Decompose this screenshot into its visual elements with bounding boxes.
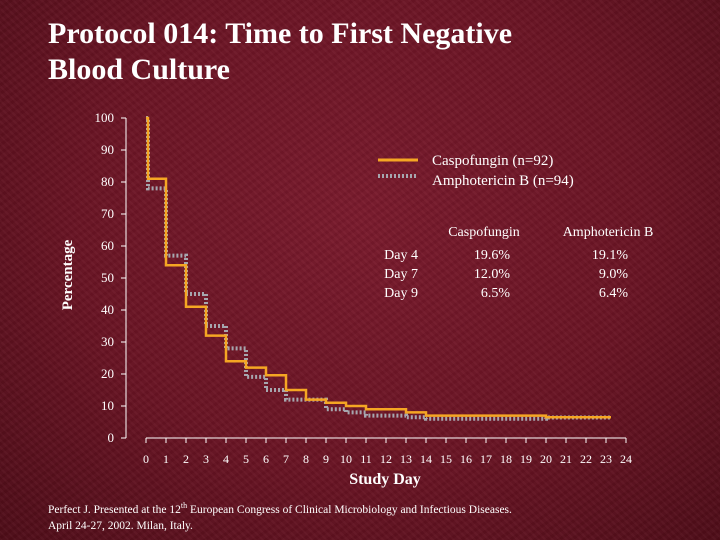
footnote-superscript: th bbox=[180, 501, 188, 510]
table-cell-amphotericin: 6.4% bbox=[599, 286, 629, 301]
x-tick-label: 6 bbox=[263, 452, 269, 466]
footnote-citation: Perfect J. Presented at the 12th Europea… bbox=[48, 498, 688, 534]
y-tick-label: 40 bbox=[101, 302, 114, 317]
x-tick-label: 12 bbox=[380, 452, 392, 466]
x-tick-label: 0 bbox=[143, 452, 149, 466]
legend-label-amphotericin: Amphotericin B (n=94) bbox=[432, 173, 574, 189]
x-tick-label: 15 bbox=[440, 452, 452, 466]
x-tick-label: 10 bbox=[340, 452, 352, 466]
y-tick-label: 70 bbox=[101, 206, 114, 221]
x-tick-label: 14 bbox=[420, 452, 432, 466]
x-tick-label: 11 bbox=[360, 452, 372, 466]
series-line-amphotericin bbox=[146, 116, 611, 421]
x-tick-label: 2 bbox=[183, 452, 189, 466]
legend-label-caspofungin: Caspofungin (n=92) bbox=[432, 153, 553, 169]
table-row-label: Day 7 bbox=[384, 267, 418, 282]
x-axis-ticks: 0 1 2 3 4 5 6 7 8 9 10 11 12 13 14 15 16 17 18 19 20 21 22 23 24 bbox=[143, 438, 632, 466]
y-tick-label: 20 bbox=[101, 366, 114, 381]
table-cell-amphotericin: 19.1% bbox=[592, 248, 629, 263]
x-tick-label: 5 bbox=[243, 452, 249, 466]
table-row-label: Day 9 bbox=[384, 286, 418, 301]
x-tick-label: 24 bbox=[620, 452, 632, 466]
y-tick-label: 10 bbox=[101, 398, 114, 413]
footnote-text-start: Perfect J. Presented at the 12 bbox=[48, 503, 181, 516]
x-tick-label: 1 bbox=[163, 452, 169, 466]
x-tick-label: 4 bbox=[223, 452, 229, 466]
x-tick-label: 20 bbox=[540, 452, 552, 466]
x-tick-label: 23 bbox=[600, 452, 612, 466]
table-cell-amphotericin: 9.0% bbox=[599, 267, 629, 282]
series-line-caspofungin bbox=[146, 116, 611, 419]
title-line-1: Protocol 014: Time to First Negative bbox=[48, 17, 513, 50]
page-title: Protocol 014: Time to First Negative Blo… bbox=[48, 16, 668, 88]
x-axis-label: Study Day bbox=[349, 471, 421, 488]
table-row-label: Day 4 bbox=[384, 248, 418, 263]
x-tick-label: 19 bbox=[520, 452, 532, 466]
y-tick-label: 30 bbox=[101, 334, 114, 349]
title-line-2: Blood Culture bbox=[48, 53, 230, 86]
table-cell-caspofungin: 12.0% bbox=[474, 267, 511, 282]
y-tick-label: 100 bbox=[95, 110, 115, 125]
x-tick-label: 22 bbox=[580, 452, 592, 466]
x-tick-label: 16 bbox=[460, 452, 472, 466]
table-header-amphotericin: Amphotericin B bbox=[563, 225, 654, 240]
x-tick-label: 17 bbox=[480, 452, 492, 466]
x-tick-label: 3 bbox=[203, 452, 209, 466]
summary-table: Caspofungin Amphotericin B Day 4 19.6% 1… bbox=[384, 225, 653, 301]
y-axis-ticks: 0 10 20 30 40 50 60 70 80 90 100 bbox=[95, 110, 126, 445]
y-tick-label: 90 bbox=[101, 142, 114, 157]
table-cell-caspofungin: 19.6% bbox=[474, 248, 511, 263]
y-tick-label: 80 bbox=[101, 174, 114, 189]
x-tick-label: 7 bbox=[283, 452, 289, 466]
x-tick-label: 8 bbox=[303, 452, 309, 466]
series-layer bbox=[146, 116, 611, 421]
x-tick-label: 18 bbox=[500, 452, 512, 466]
table-cell-caspofungin: 6.5% bbox=[481, 286, 511, 301]
x-tick-label: 21 bbox=[560, 452, 572, 466]
footnote-line-2: April 24-27, 2002. Milan, Italy. bbox=[48, 519, 193, 532]
x-tick-label: 9 bbox=[323, 452, 329, 466]
legend: Caspofungin (n=92) Amphotericin B (n=94) bbox=[378, 153, 574, 189]
x-tick-label: 13 bbox=[400, 452, 412, 466]
footnote-text-end: European Congress of Clinical Microbiolo… bbox=[187, 503, 512, 516]
table-header-caspofungin: Caspofungin bbox=[448, 225, 520, 240]
y-tick-label: 50 bbox=[101, 270, 114, 285]
y-tick-label: 60 bbox=[101, 238, 114, 253]
y-axis-label: Percentage bbox=[60, 239, 76, 310]
y-tick-label: 0 bbox=[108, 430, 115, 445]
